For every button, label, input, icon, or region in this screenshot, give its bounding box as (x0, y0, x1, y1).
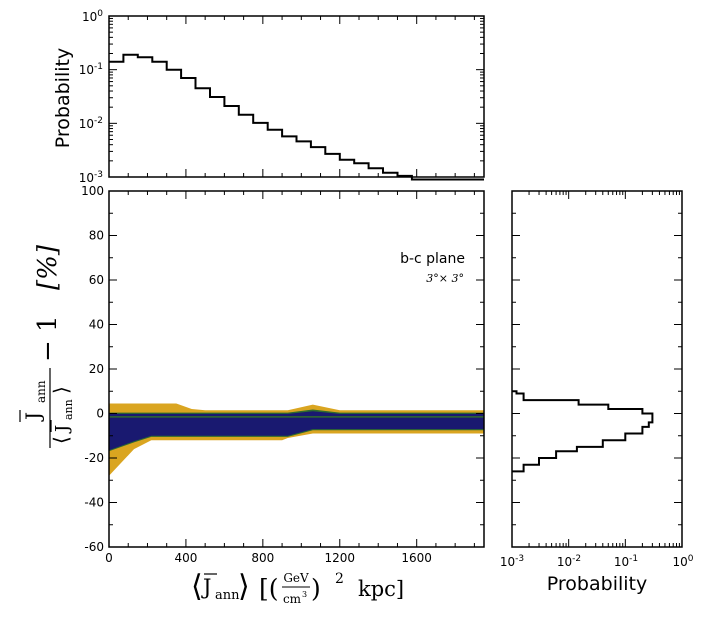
xlabel-unit-den: cm (283, 592, 302, 606)
main-ylabel: J ann ⟨ J ann ⟩ − 1 [%] (19, 244, 75, 448)
xlabel-unit-tail: kpc] (358, 577, 404, 601)
ylabel-minus-one: − 1 (33, 315, 63, 362)
top-histogram-ticks (108, 16, 484, 178)
ylabel-den-sub: ann (62, 399, 75, 420)
main-ytick-labels: -60 -40 -20 0 20 40 60 80 100 (81, 184, 104, 554)
y-tick-label: -40 (84, 496, 104, 510)
main-bands (109, 403, 484, 476)
y-tick-label: 20 (89, 362, 104, 376)
ylabel-den-close-angle: ⟩ (49, 386, 73, 394)
region-size-annotation: 3°× 3° (426, 272, 464, 285)
y-tick-label: 0 (96, 407, 104, 421)
right-xtick-label: 100 (672, 554, 693, 569)
ylabel-num-j: J (21, 412, 45, 422)
top-histogram-frame (108, 15, 485, 178)
xlabel-unit-pow: 2 (335, 571, 344, 587)
xlabel-close-angle: ⟩ (238, 569, 250, 604)
top-histogram-panel: 100 10-1 10-2 10-3 Probability (52, 9, 485, 185)
y-tick-label: -20 (84, 451, 104, 465)
band-inner-band (109, 411, 484, 451)
top-ytick-label: 10-2 (79, 116, 103, 131)
x-tick-label: 1200 (324, 551, 355, 565)
top-histogram-ylabel: Probability (52, 48, 74, 148)
right-histogram-ticks (511, 190, 682, 548)
ylabel-den-j: J (52, 425, 73, 434)
main-frame (108, 190, 485, 548)
main-xtick-labels: 0 400 800 1200 1600 (105, 551, 432, 565)
y-tick-label: 100 (81, 184, 104, 198)
right-histogram-xlabel: Probability (547, 573, 647, 595)
top-ytick-label: 10-1 (79, 62, 103, 77)
y-tick-label: 80 (89, 229, 104, 243)
y-tick-label: 40 (89, 318, 104, 332)
x-tick-label: 800 (251, 551, 274, 565)
right-histogram-frame (511, 190, 683, 548)
main-band-panel: 0 400 800 1200 1600 -60 -40 -20 0 20 40 60 80 100 b-… (19, 184, 485, 606)
xlabel-unit-num: GeV (283, 571, 309, 585)
top-histogram-step-line (109, 53, 484, 181)
right-histogram-xtick-labels: 10-3 10-2 10-1 100 (500, 554, 694, 569)
x-tick-label: 1600 (401, 551, 432, 565)
x-tick-label: 400 (174, 551, 197, 565)
top-histogram-ytick-labels: 100 10-1 10-2 10-3 (79, 9, 104, 185)
ylabel-unit: [%] (33, 244, 63, 290)
xlabel-unit-den-exp: 3 (302, 590, 307, 599)
right-xtick-label: 10-3 (500, 554, 524, 569)
main-ticks (108, 190, 484, 548)
right-xtick-label: 10-2 (557, 554, 581, 569)
y-tick-label: 60 (89, 273, 104, 287)
ylabel-num-sub: ann (34, 380, 48, 403)
top-ytick-label: 100 (82, 9, 103, 24)
xlabel-open-angle: ⟨ (191, 569, 203, 604)
plane-annotation: b-c plane (400, 251, 465, 267)
right-histogram-step-line (512, 390, 654, 473)
ylabel-den-open-angle: ⟨ (49, 436, 73, 444)
x-tick-label: 0 (105, 551, 113, 565)
xlabel-sub: ann (215, 588, 240, 603)
xlabel-j: J (201, 575, 211, 599)
xlabel-unit-close: ) (311, 574, 321, 603)
right-histogram-panel: 10-3 10-2 10-1 100 Probability (500, 190, 694, 595)
top-ytick-label: 10-3 (79, 170, 103, 185)
right-xtick-label: 10-1 (614, 554, 638, 569)
xlabel-unit-open: [( (259, 574, 279, 603)
main-xlabel: ⟨ J ann ⟩ [( GeV cm 3 ) 2 kpc] (191, 569, 404, 606)
y-tick-label: -60 (84, 540, 104, 554)
